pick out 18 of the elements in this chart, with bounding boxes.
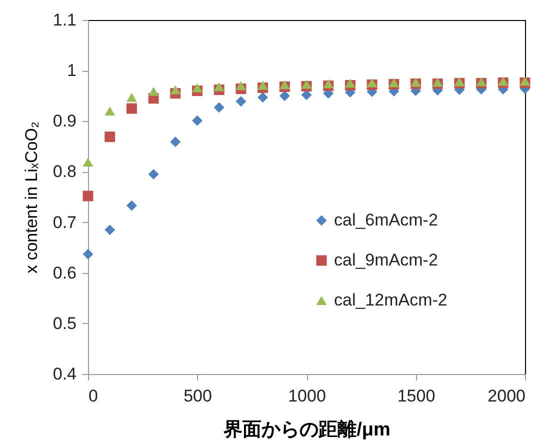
x-tick-label: 2000	[488, 386, 526, 406]
x-tick-label: 1500	[397, 386, 436, 406]
y-tick-label: 1	[67, 61, 76, 80]
legend-label: cal_6mAcm-2	[334, 210, 438, 230]
y-tick-label: 0.4	[52, 364, 76, 384]
y-axis-title: x content in LiₓCoO₂	[22, 121, 41, 274]
y-tick-label: 1.1	[52, 10, 76, 30]
x-tick-label: 500	[184, 386, 212, 406]
y-tick-label: 0.6	[52, 263, 76, 282]
x-tick-label: 1000	[288, 386, 326, 406]
x-tick-label: 0	[88, 386, 98, 406]
y-tick-label: 0.9	[52, 112, 76, 131]
x-axis-title: 界面からの距離/μm	[222, 418, 390, 440]
y-tick-label: 0.8	[52, 162, 76, 182]
legend-label: cal_12mAcm-2	[334, 290, 448, 310]
y-tick-label: 0.7	[52, 212, 76, 232]
legend-label: cal_9mAcm-2	[334, 250, 438, 270]
y-tick-label: 0.5	[52, 314, 76, 333]
